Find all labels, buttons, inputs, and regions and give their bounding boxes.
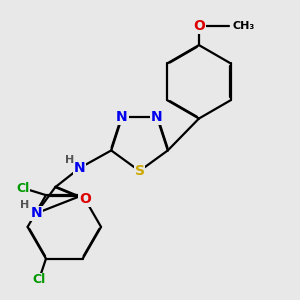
Text: CH₃: CH₃ xyxy=(232,21,254,31)
Text: Cl: Cl xyxy=(32,273,46,286)
Text: S: S xyxy=(134,164,145,178)
Text: Cl: Cl xyxy=(16,182,30,195)
Text: O: O xyxy=(193,19,205,33)
Text: O: O xyxy=(79,192,91,206)
Text: H: H xyxy=(20,200,29,210)
Text: N: N xyxy=(30,206,42,220)
Text: H: H xyxy=(65,155,75,165)
Text: N: N xyxy=(151,110,163,124)
Text: N: N xyxy=(74,161,85,175)
Text: N: N xyxy=(116,110,128,124)
